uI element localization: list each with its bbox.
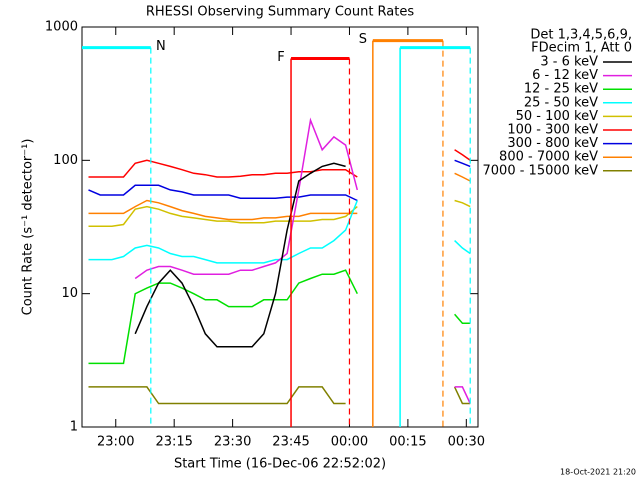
y-axis-label: Count Rate (s⁻¹ detector⁻¹)	[21, 139, 36, 316]
series-line	[88, 386, 471, 405]
legend-header: Det 1,3,4,5,6,9,	[530, 28, 632, 43]
legend-label: 6 - 12 keV	[532, 68, 598, 83]
y-tick-label: 1	[70, 420, 78, 435]
series-line	[88, 159, 471, 202]
x-tick-label: 00:30	[448, 435, 485, 450]
legend-label: 7000 - 15000 keV	[483, 163, 599, 178]
footer: 18-Oct-2021 21:20	[560, 468, 636, 477]
flag-label: S	[359, 32, 367, 47]
series-line	[134, 162, 346, 348]
x-tick-label: 23:00	[97, 435, 134, 450]
flag-label: N	[156, 39, 166, 54]
y-tick-label: 10	[61, 286, 78, 301]
x-tick-label: 00:15	[389, 435, 426, 450]
legend-label: 800 - 7000 keV	[499, 150, 598, 165]
chart-title: RHESSI Observing Summary Count Rates	[146, 5, 415, 20]
series-line	[88, 200, 471, 264]
legend-label: 12 - 25 keV	[524, 82, 598, 97]
y-tick-label: 100	[53, 153, 78, 168]
series-line	[88, 269, 471, 365]
plot-frame	[81, 26, 479, 428]
legend-header: FDecim 1, Att 0	[531, 41, 632, 56]
legend-label: 25 - 50 keV	[524, 95, 598, 110]
x-tick-label: 00:00	[331, 435, 368, 450]
series-line	[88, 199, 471, 228]
legend-label: 50 - 100 keV	[516, 109, 599, 124]
legend-label: 100 - 300 keV	[507, 123, 598, 138]
x-axis-label: Start Time (16-Dec-06 22:52:02)	[174, 457, 386, 472]
x-tick-label: 23:15	[155, 435, 192, 450]
x-tick-label: 23:30	[214, 435, 251, 450]
series-line	[88, 172, 471, 221]
y-tick-label: 1000	[45, 20, 78, 35]
flag-label: F	[277, 50, 284, 65]
legend-label: 300 - 800 keV	[507, 136, 598, 151]
series-line	[88, 149, 471, 178]
x-tick-label: 23:45	[272, 435, 309, 450]
legend-label: 3 - 6 keV	[540, 55, 598, 70]
series-line	[134, 117, 471, 404]
